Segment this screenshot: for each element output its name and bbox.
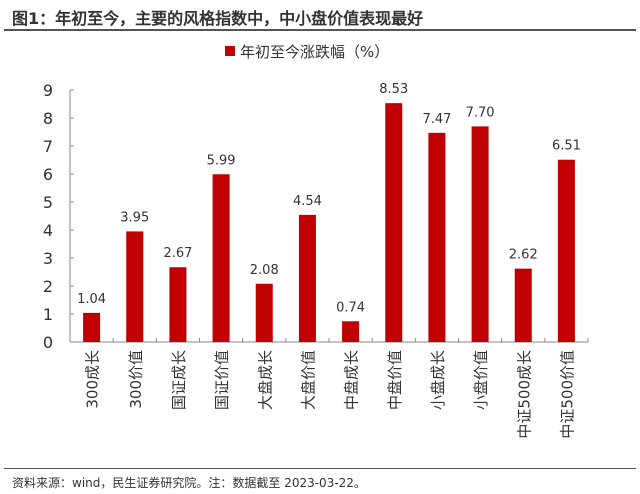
- x-tick-label: 中证500价值: [558, 350, 576, 439]
- y-tick-label: 3: [43, 249, 53, 268]
- y-tick-label: 2: [43, 277, 53, 296]
- legend-label: 年初至今涨跌幅（%）: [240, 43, 389, 61]
- data-label: 2.08: [250, 263, 279, 278]
- data-label: 4.54: [293, 194, 322, 209]
- data-label: 6.51: [552, 139, 581, 154]
- bar: [385, 103, 403, 342]
- y-tick-label: 4: [43, 221, 53, 240]
- x-tick-label: 小盘价值: [472, 350, 490, 410]
- x-tick-label: 中盘成长: [343, 350, 361, 410]
- x-tick-label: 国证价值: [213, 350, 231, 410]
- x-tick-label: 300成长: [84, 350, 102, 409]
- x-tick-label: 中证500成长: [515, 350, 533, 439]
- data-label: 7.70: [466, 105, 495, 120]
- x-tick-label: 中盘价值: [386, 350, 404, 410]
- bar: [557, 159, 575, 342]
- data-label: 3.95: [120, 210, 149, 225]
- title-divider: [4, 29, 636, 31]
- bar: [212, 174, 230, 342]
- data-label: 1.04: [77, 292, 106, 307]
- bar: [342, 321, 360, 342]
- y-tick-label: 1: [43, 305, 53, 324]
- figure-title: 图1：年初至今，主要的风格指数中，中小盘价值表现最好: [12, 9, 424, 28]
- y-tick-label: 7: [43, 137, 53, 156]
- bar: [255, 283, 273, 342]
- y-tick-label: 0: [43, 333, 53, 352]
- source-note: 资料来源：wind，民生证券研究院。注：数据截至 2023-03-22。: [12, 476, 366, 490]
- data-label: 0.74: [336, 300, 365, 315]
- legend-swatch: [225, 46, 235, 56]
- bar: [83, 312, 101, 342]
- data-label: 7.47: [422, 112, 451, 127]
- y-tick-label: 9: [43, 81, 53, 100]
- bar: [428, 132, 446, 342]
- bar: [169, 267, 187, 342]
- data-label: 5.99: [207, 153, 236, 168]
- y-tick-label: 8: [43, 109, 53, 128]
- x-tick-label: 小盘成长: [429, 350, 447, 410]
- bar: [126, 231, 144, 342]
- bar: [514, 268, 532, 342]
- bar: [471, 126, 489, 343]
- y-tick-label: 5: [43, 193, 53, 212]
- data-label: 2.62: [509, 248, 538, 263]
- y-tick-label: 6: [43, 165, 53, 184]
- footer-divider: [4, 468, 636, 469]
- data-label: 2.67: [163, 246, 192, 261]
- x-tick-label: 国证成长: [170, 350, 188, 410]
- x-tick-label: 大盘成长: [256, 350, 274, 410]
- x-tick-label: 300价值: [127, 350, 145, 409]
- data-label: 8.53: [379, 82, 408, 97]
- bar: [298, 214, 316, 342]
- x-tick-label: 大盘价值: [299, 350, 317, 410]
